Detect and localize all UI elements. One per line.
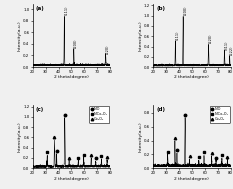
Text: (b): (b) [156, 6, 165, 11]
X-axis label: 2 theta(degree): 2 theta(degree) [175, 177, 209, 180]
X-axis label: 2 theta(degree): 2 theta(degree) [175, 75, 209, 79]
Text: (d): (d) [156, 107, 165, 112]
Text: (222): (222) [230, 46, 233, 55]
Text: (220): (220) [209, 34, 213, 43]
Text: (a): (a) [36, 6, 45, 11]
Text: (311): (311) [225, 41, 229, 50]
X-axis label: 2 theta(degree): 2 theta(degree) [54, 75, 89, 79]
Y-axis label: Intensity(a.u.): Intensity(a.u.) [138, 20, 142, 51]
Y-axis label: Intensity(a.u.): Intensity(a.u.) [138, 121, 142, 152]
Text: (200): (200) [184, 6, 188, 15]
Text: (111): (111) [176, 31, 180, 40]
Legend: NiO, NiCo₂O₄, Co₃O₄: NiO, NiCo₂O₄, Co₃O₄ [209, 106, 230, 122]
Text: (220): (220) [106, 45, 110, 54]
Y-axis label: Intensity(a.u.): Intensity(a.u.) [18, 121, 22, 152]
X-axis label: 2 theta(degree): 2 theta(degree) [54, 177, 89, 180]
Text: (200): (200) [74, 39, 78, 48]
Text: (c): (c) [36, 107, 44, 112]
Text: (111): (111) [65, 6, 69, 15]
Y-axis label: Intensity(a.u.): Intensity(a.u.) [18, 20, 22, 51]
Legend: NiO, NiCo₂O₄, Co₃O₄: NiO, NiCo₂O₄, Co₃O₄ [89, 106, 109, 122]
